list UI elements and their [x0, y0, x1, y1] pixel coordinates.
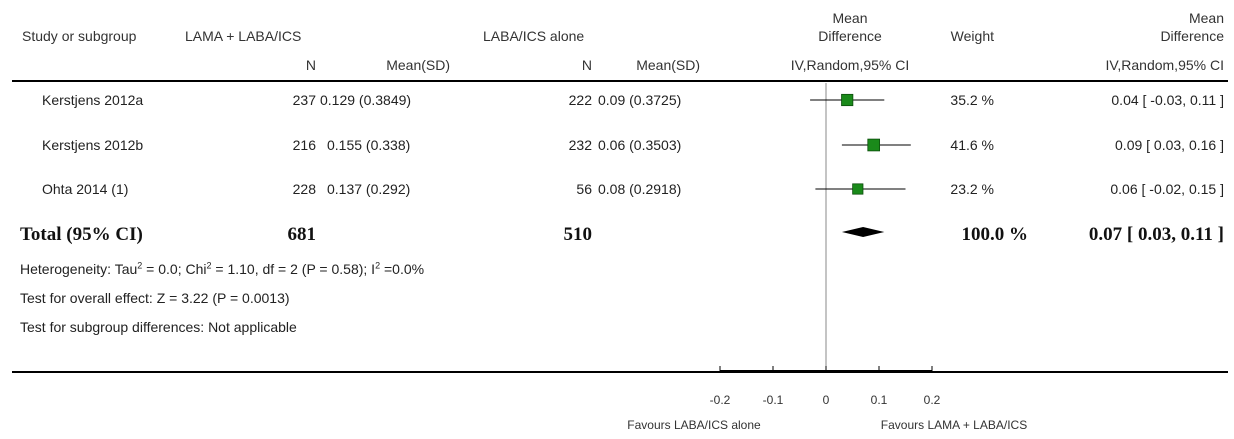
study-n2: 56: [576, 181, 592, 197]
study-n2: 222: [568, 92, 592, 108]
header-rule: [12, 80, 1228, 82]
study-n1: 237: [292, 92, 316, 108]
total-weight: 100.0 %: [961, 224, 1029, 245]
header-weight: Weight: [950, 28, 994, 44]
study-mean1: 0.137 (0.292): [327, 181, 411, 197]
overall-effect-text: Test for overall effect: Z = 3.22 (P = 0…: [20, 290, 290, 306]
header-method: IV,Random,95% CI: [790, 57, 910, 73]
subgroup-differences-text: Test for subgroup differences: Not appli…: [20, 319, 297, 335]
heterogeneity-text: Heterogeneity: Tau2 = 0.0; Chi2 = 1.10, …: [20, 260, 425, 277]
header-n2: N: [581, 57, 592, 73]
x-tick-label: 0: [823, 393, 830, 407]
total-n2: 510: [563, 224, 593, 245]
header-mean2: Mean(SD): [636, 57, 700, 73]
study-weight: 35.2 %: [950, 92, 994, 108]
header-n1: N: [305, 57, 316, 73]
study-ci: 0.09 [ 0.03, 0.16 ]: [1115, 137, 1224, 153]
study-mean1: 0.129 (0.3849): [320, 92, 412, 108]
study-n1: 216: [292, 137, 316, 153]
x-tick-label: -0.2: [710, 393, 731, 407]
total-diamond: [841, 227, 885, 237]
x-tick-label: 0.2: [924, 393, 941, 407]
study-mean1: 0.155 (0.338): [327, 137, 411, 153]
header-md2-line2: Difference: [1160, 28, 1224, 44]
study-weight: 41.6 %: [950, 137, 994, 153]
header-md-line1: Mean: [832, 10, 868, 26]
total-n1: 681: [287, 224, 317, 245]
effect-marker: [867, 138, 881, 152]
favours-left-label: Favours LABA/ICS alone: [627, 418, 761, 432]
header-group1: LAMA + LABA/ICS: [185, 28, 302, 44]
bottom-rule: [12, 371, 1228, 373]
study-name: Ohta 2014 (1): [42, 181, 129, 197]
study-ci: 0.04 [ -0.03, 0.11 ]: [1111, 92, 1224, 108]
header-md2-line1: Mean: [1188, 10, 1224, 26]
total-ci: 0.07 [ 0.03, 0.11 ]: [1088, 224, 1224, 245]
x-tick-label: 0.1: [871, 393, 888, 407]
header-study-or-subgroup: Study or subgroup: [22, 28, 137, 44]
x-tick-label: -0.1: [763, 393, 784, 407]
study-ci: 0.06 [ -0.02, 0.15 ]: [1110, 181, 1224, 197]
study-n1: 228: [292, 181, 316, 197]
header-method2: IV,Random,95% CI: [1105, 57, 1224, 73]
study-n2: 232: [568, 137, 592, 153]
study-weight: 23.2 %: [950, 181, 994, 197]
study-name: Kerstjens 2012b: [42, 137, 144, 153]
study-mean2: 0.09 (0.3725): [598, 92, 682, 108]
header-mean1: Mean(SD): [386, 57, 450, 73]
study-mean2: 0.06 (0.3503): [598, 137, 682, 153]
total-label: Total (95% CI): [20, 224, 143, 245]
header-md-line2: Difference: [818, 28, 882, 44]
study-mean2: 0.08 (0.2918): [598, 181, 682, 197]
favours-right-label: Favours LAMA + LABA/ICS: [880, 418, 1028, 432]
header-group2: LABA/ICS alone: [483, 28, 585, 44]
effect-marker: [841, 93, 854, 107]
study-name: Kerstjens 2012a: [42, 92, 144, 108]
effect-marker: [852, 183, 864, 195]
